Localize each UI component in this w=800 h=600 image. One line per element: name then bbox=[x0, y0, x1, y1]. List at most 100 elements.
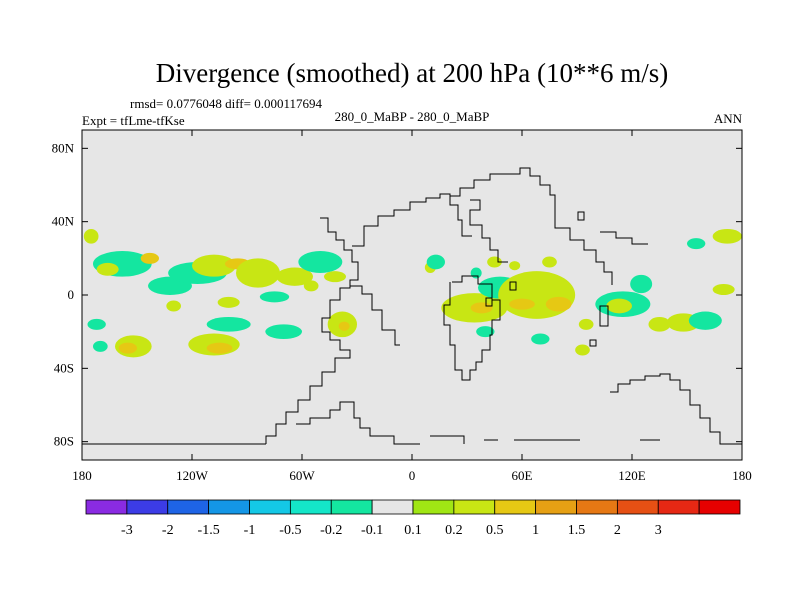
x-tick-label-3: 0 bbox=[409, 468, 416, 483]
field-region-21 bbox=[265, 324, 302, 339]
coastline-africa bbox=[443, 275, 501, 381]
colorbar-bin-4 bbox=[249, 499, 291, 515]
field-region-8 bbox=[236, 258, 280, 288]
colorbar-bin-2 bbox=[167, 499, 210, 515]
field-region-32 bbox=[509, 298, 535, 310]
colorbar-label-6: -0.1 bbox=[361, 523, 383, 538]
colorbar-label-9: 0.5 bbox=[486, 523, 504, 538]
case-subtitle: 280_0_MaBP - 280_0_MaBP bbox=[335, 109, 490, 124]
field-region-20 bbox=[206, 317, 251, 332]
field-region-19 bbox=[206, 342, 233, 354]
coastline-south-america-east bbox=[350, 285, 400, 346]
colorbar-label-12: 2 bbox=[614, 523, 621, 538]
field-region-17 bbox=[118, 342, 137, 354]
field-region-47 bbox=[575, 344, 590, 356]
field-region-12 bbox=[259, 291, 290, 303]
colorbar-bin-13 bbox=[616, 499, 659, 515]
field-region-39 bbox=[630, 274, 653, 294]
y-tick-label-1: 40N bbox=[52, 214, 75, 229]
x-tick-label-0: 180 bbox=[72, 468, 92, 483]
colorbar-label-13: 3 bbox=[655, 523, 662, 538]
season-label: ANN bbox=[714, 111, 743, 126]
x-tick-label-6: 180 bbox=[732, 468, 752, 483]
field-region-40 bbox=[648, 317, 671, 332]
y-tick-label-3: 40S bbox=[54, 360, 74, 375]
field-region-24 bbox=[303, 280, 319, 292]
field-region-15 bbox=[87, 318, 106, 330]
x-tick-label-1: 120W bbox=[176, 468, 209, 483]
experiment-label: Expt = tfLme-tfKse bbox=[82, 113, 185, 128]
field-region-43 bbox=[712, 284, 735, 295]
field-region-49 bbox=[531, 333, 550, 345]
field-region-38 bbox=[606, 298, 633, 314]
coastline-antarctica bbox=[82, 401, 660, 445]
field-region-6 bbox=[192, 254, 236, 277]
colorbar-label-8: 0.2 bbox=[445, 523, 463, 538]
colorbar-label-3: -1 bbox=[244, 523, 256, 538]
field-region-35 bbox=[509, 261, 521, 271]
colorbar-bin-1 bbox=[126, 499, 169, 515]
colorbar-bin-8 bbox=[412, 499, 455, 515]
colorbar: -3 -2 -1.5 -1 -0.5 -0.2 -0.1 0.1 0.2 0.5 1 1.5 2 3 bbox=[85, 499, 741, 538]
colorbar-bin-7 bbox=[371, 499, 414, 515]
colorbar-label-2: -1.5 bbox=[198, 523, 220, 538]
field-region-2 bbox=[96, 262, 119, 276]
y-tick-label-4: 80S bbox=[54, 434, 74, 449]
colorbar-label-11: 1.5 bbox=[568, 523, 586, 538]
colorbar-bin-0 bbox=[85, 499, 128, 515]
map-axes: 180 120W 60W 0 60E 120E 180 80N 40N 0 40S 80S bbox=[52, 130, 752, 483]
field-region-48 bbox=[476, 326, 495, 338]
field-region-42 bbox=[688, 311, 722, 330]
colorbar-bin-12 bbox=[576, 499, 618, 515]
y-tick-label-0: 80N bbox=[52, 140, 75, 155]
field-region-11 bbox=[324, 271, 346, 283]
colorbar-bin-9 bbox=[453, 499, 496, 515]
colorbar-bin-3 bbox=[208, 499, 250, 515]
colorbar-bin-15 bbox=[698, 499, 741, 515]
colorbar-bin-5 bbox=[289, 499, 332, 515]
field-region-10 bbox=[298, 251, 343, 273]
x-tick-label-4: 60E bbox=[512, 468, 533, 483]
field-region-36 bbox=[542, 256, 557, 268]
x-tick-label-2: 60W bbox=[289, 468, 315, 483]
colorbar-label-10: 1 bbox=[532, 523, 539, 538]
colorbar-label-0: -3 bbox=[121, 523, 133, 538]
colorbar-bin-10 bbox=[494, 499, 537, 515]
colorbar-bin-14 bbox=[657, 499, 700, 515]
divergence-field bbox=[83, 229, 742, 358]
coastline-europe-west bbox=[469, 199, 508, 263]
colorbar-bin-11 bbox=[535, 499, 577, 515]
field-region-50 bbox=[93, 340, 108, 352]
colorbar-label-1: -2 bbox=[162, 523, 174, 538]
field-region-29 bbox=[470, 302, 493, 314]
field-region-26 bbox=[426, 254, 446, 270]
stats-label: rmsd= 0.0776048 diff= 0.000117694 bbox=[130, 96, 322, 111]
coastline-australia bbox=[610, 373, 742, 445]
field-region-14 bbox=[166, 300, 182, 312]
coastline-maritime-continent bbox=[599, 305, 609, 327]
map-background bbox=[82, 130, 742, 460]
x-tick-label-5: 120E bbox=[618, 468, 646, 483]
coastline-eurasia bbox=[450, 167, 613, 285]
colorbar-label-4: -0.5 bbox=[279, 523, 301, 538]
coastline-east-asia bbox=[600, 231, 648, 245]
field-region-9 bbox=[276, 267, 313, 286]
coastline-north-america bbox=[352, 193, 472, 247]
coastline-americas bbox=[265, 217, 359, 444]
chart-title: Divergence (smoothed) at 200 hPa (10**6 … bbox=[156, 58, 668, 88]
field-region-23 bbox=[338, 321, 350, 331]
field-region-3 bbox=[140, 252, 159, 264]
colorbar-bin-6 bbox=[330, 499, 373, 515]
colorbar-label-5: -0.2 bbox=[320, 523, 342, 538]
field-region-31 bbox=[545, 296, 572, 312]
field-region-30 bbox=[498, 271, 576, 319]
field-region-46 bbox=[578, 318, 594, 330]
coastlines bbox=[82, 167, 742, 445]
field-region-34 bbox=[470, 267, 482, 279]
colorbar-label-7: 0.1 bbox=[404, 523, 422, 538]
y-tick-label-2: 0 bbox=[68, 287, 75, 302]
coastline-islands bbox=[485, 211, 597, 347]
field-region-13 bbox=[217, 296, 240, 308]
field-region-45 bbox=[712, 229, 742, 244]
